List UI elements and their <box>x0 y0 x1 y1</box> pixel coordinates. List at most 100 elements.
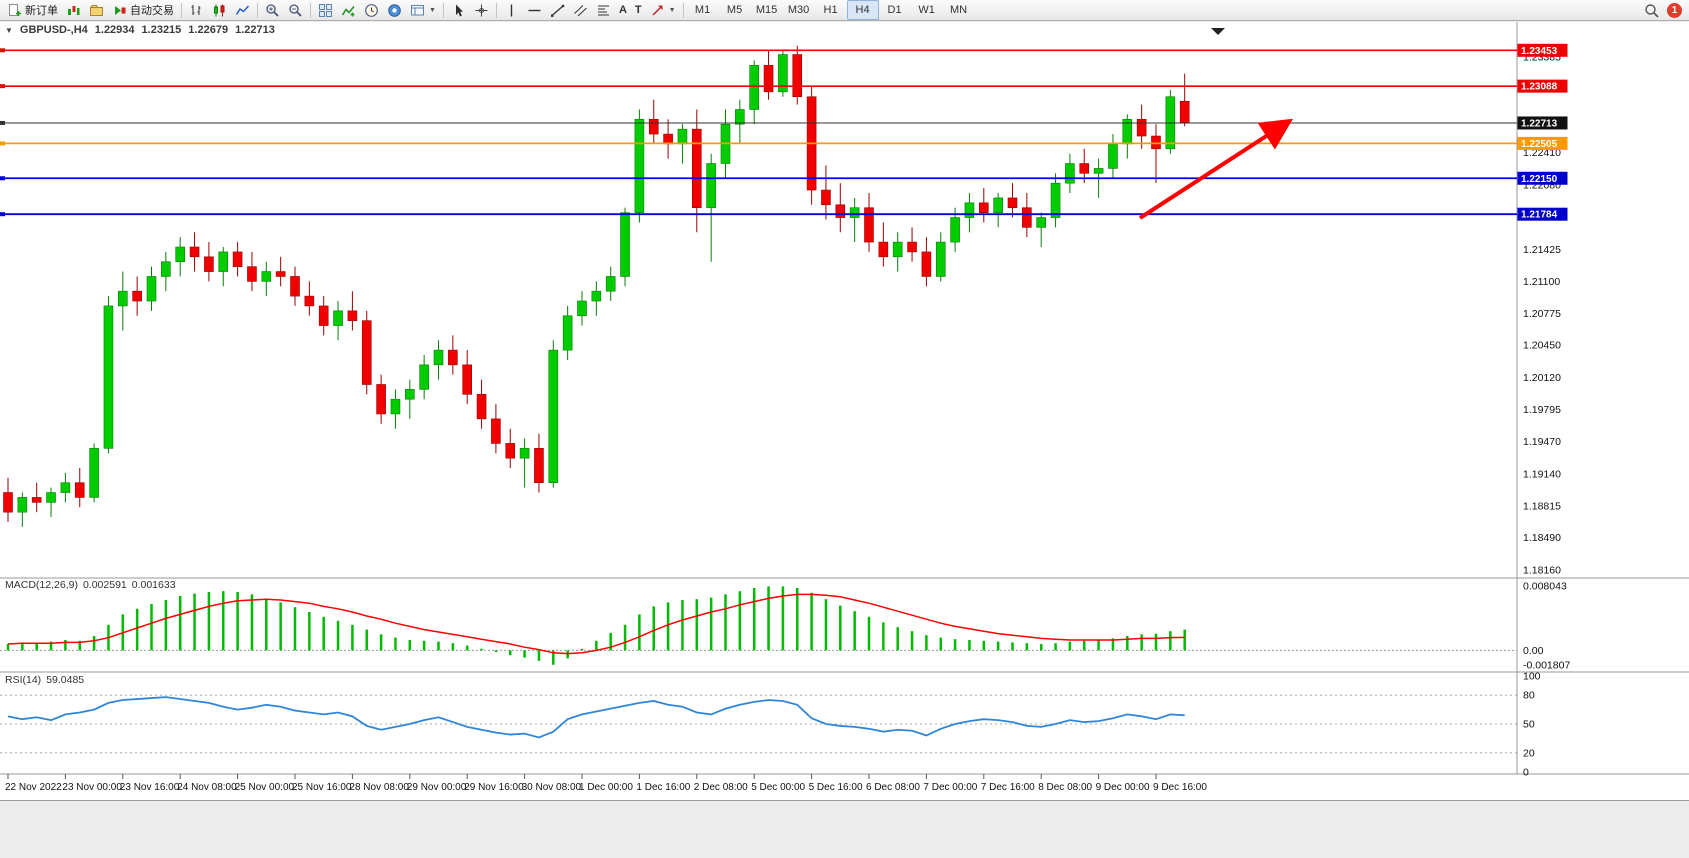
new-order-button[interactable]: 新订单 <box>3 0 62 20</box>
dropdown-caret-icon: ▼ <box>668 6 676 14</box>
crosshair-tool-button[interactable] <box>470 0 493 20</box>
price-axis-label: 1.22410 <box>1523 147 1561 159</box>
macd-histogram-bar <box>982 640 986 651</box>
time-axis-label: 5 Dec 16:00 <box>809 782 863 793</box>
timeframe-h4-button[interactable]: H4 <box>846 0 879 20</box>
trend-arrow-annotation[interactable] <box>1138 118 1294 220</box>
macd-histogram-bar <box>64 640 67 651</box>
timeframe-h1-button[interactable]: H1 <box>823 4 838 16</box>
text-label-tool-button[interactable]: T <box>631 0 646 20</box>
new-chart-button[interactable] <box>62 0 85 20</box>
macd-histogram-bar <box>494 650 498 652</box>
bull-candle <box>1065 163 1075 184</box>
macd-histogram-bar <box>308 612 311 651</box>
macd-histogram-bar <box>781 586 785 651</box>
bull-candle <box>175 246 185 263</box>
macd-histogram-bar <box>279 602 282 651</box>
timeframe-m1-button[interactable]: M1 <box>694 4 711 16</box>
tile-windows-button[interactable] <box>314 0 337 20</box>
time-axis-label: 7 Dec 16:00 <box>981 782 1035 793</box>
macd-histogram-bar <box>882 622 885 651</box>
equidistant-channel-icon <box>574 4 587 16</box>
vertical-line-tool-button[interactable] <box>500 0 523 20</box>
expert-advisors-button[interactable] <box>383 0 406 20</box>
timeframe-m5-button[interactable]: M5 <box>726 4 743 16</box>
bull-candle <box>146 276 157 302</box>
macd-histogram-bar <box>523 650 526 658</box>
line-left-anchor <box>0 120 5 125</box>
bull-candle <box>1050 182 1061 218</box>
macd-signal-value: 0.001633 <box>131 579 176 591</box>
symbol-dropdown-icon[interactable]: ▼ <box>5 25 13 35</box>
timeframe-mn-button[interactable]: MN <box>950 4 968 16</box>
macd-histogram-bar <box>953 639 957 651</box>
fibonacci-tool-button[interactable] <box>592 0 615 20</box>
price-chart-canvas[interactable]: 1.233851.230601.227351.224101.220801.217… <box>0 22 1689 800</box>
macd-histogram-bar <box>1083 640 1086 651</box>
time-axis-label: 23 Nov 00:00 <box>62 782 122 793</box>
zoom-in-button[interactable] <box>261 0 284 20</box>
macd-histogram-bar <box>178 596 182 651</box>
line-chart-mode-button[interactable] <box>231 0 254 20</box>
macd-histogram-bar <box>365 629 368 651</box>
macd-histogram-bar <box>738 591 742 651</box>
bar-chart-mode-button[interactable] <box>185 0 208 20</box>
line-left-anchor <box>0 176 5 181</box>
chart-open-value: 1.22934 <box>94 24 135 36</box>
periods-button[interactable] <box>360 0 383 20</box>
bull-candle <box>935 241 946 277</box>
bull-candle <box>1036 217 1046 228</box>
zoom-out-button[interactable] <box>284 0 307 20</box>
macd-histogram-bar <box>21 642 24 651</box>
price-badge-label: 1.23088 <box>1521 82 1558 93</box>
macd-histogram-bar <box>638 614 641 651</box>
bear-candle <box>247 266 257 282</box>
notification-badge[interactable]: 1 <box>1667 2 1682 18</box>
price-badge-label: 1.22505 <box>1521 139 1558 150</box>
cursor-tool-button[interactable] <box>447 0 470 20</box>
rsi-axis-label: 80 <box>1523 690 1535 702</box>
macd-histogram-bar <box>135 608 139 651</box>
trendline-tool-button[interactable] <box>546 0 569 20</box>
price-badge <box>1517 207 1568 221</box>
bull-candle <box>404 389 415 400</box>
chart-low-value: 1.22679 <box>188 24 229 36</box>
macd-histogram-bar <box>839 605 842 651</box>
timeframe-w1-button[interactable]: W1 <box>918 4 935 16</box>
text-tool-button[interactable]: A <box>615 0 631 20</box>
price-axis-label: 1.21425 <box>1523 244 1561 256</box>
indicators-button[interactable] <box>337 0 360 20</box>
macd-histogram-bar <box>681 600 684 651</box>
chart-shift-marker[interactable] <box>1211 28 1225 35</box>
horizontal-line-tool-button[interactable] <box>523 0 546 20</box>
rsi-axis-label: 50 <box>1523 719 1535 731</box>
price-axis-label: 1.18815 <box>1523 500 1561 512</box>
profiles-button[interactable] <box>85 0 108 20</box>
macd-histogram-bar <box>1039 644 1043 651</box>
timeframe-m15-button[interactable]: M15 <box>755 4 778 16</box>
macd-histogram-bar <box>509 650 512 656</box>
templates-button[interactable]: ▼ <box>406 0 440 20</box>
macd-histogram-bar <box>408 640 412 651</box>
bull-candle <box>562 315 573 351</box>
macd-histogram-bar <box>939 637 942 651</box>
auto-trading-button[interactable]: 自动交易 <box>108 0 178 20</box>
bull-candle <box>577 300 587 317</box>
indicators-icon <box>341 5 355 16</box>
bull-candle <box>749 65 760 110</box>
timeframe-m30-button[interactable]: M30 <box>787 4 810 16</box>
candlestick-mode-button[interactable] <box>208 0 231 20</box>
timeframe-d1-button[interactable]: D1 <box>887 4 902 16</box>
bear-candle <box>663 133 673 145</box>
channel-tool-button[interactable] <box>569 0 592 20</box>
rsi-axis-label: 100 <box>1523 671 1541 683</box>
search-button[interactable] <box>1640 0 1663 20</box>
time-axis-label: 30 Nov 08:00 <box>522 782 582 793</box>
price-badge-label: 1.21784 <box>1521 210 1558 221</box>
candles-series <box>3 45 1190 527</box>
chart-window: ▼ GBPUSD-,H4 1.22934 1.23215 1.22679 1.2… <box>0 22 1689 801</box>
bear-candle <box>448 349 458 366</box>
toolbar-separator <box>682 2 684 18</box>
rsi-label: RSI(14) 59.0485 <box>5 674 89 686</box>
arrows-tool-button[interactable]: ▼ <box>646 0 680 20</box>
